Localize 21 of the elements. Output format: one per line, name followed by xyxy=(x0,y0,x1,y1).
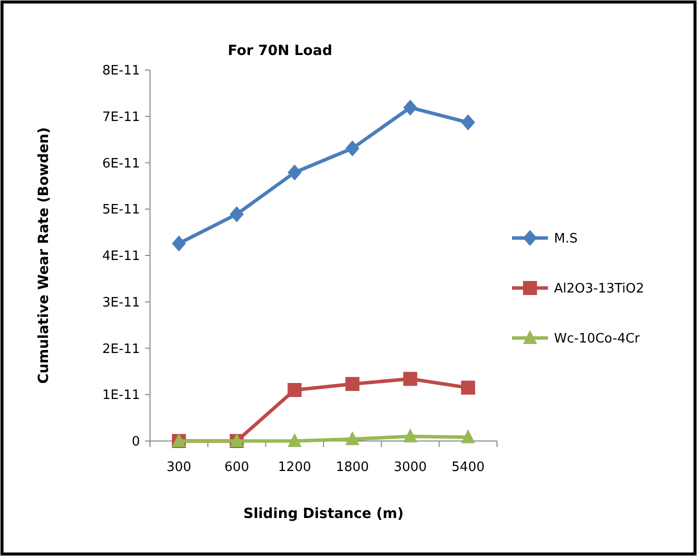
y-tick-label: 6E-11 xyxy=(102,156,140,172)
y-tick-label: 3E-11 xyxy=(102,295,140,310)
x-tick-label: 1800 xyxy=(336,460,369,475)
legend-label: Wc-10Co-4Cr xyxy=(554,332,641,347)
y-axis-title: Cumulative Wear Rate (Bowden) xyxy=(36,127,52,384)
x-tick-label: 300 xyxy=(166,460,192,475)
chart-title: For 70N Load xyxy=(228,43,332,59)
x-tick-label: 600 xyxy=(224,460,250,475)
y-tick-label: 7E-11 xyxy=(102,110,140,125)
legend-label: Al2O3-13TiO2 xyxy=(554,282,644,297)
y-tick-label: 2E-11 xyxy=(102,342,140,357)
y-tick-label: 0 xyxy=(132,434,140,450)
legend-label: M.S xyxy=(554,232,578,247)
y-tick-label: 8E-11 xyxy=(102,64,140,79)
x-tick-label: 3000 xyxy=(394,460,427,475)
y-tick-label: 1E-11 xyxy=(102,388,140,404)
x-axis-title: Sliding Distance (m) xyxy=(243,506,404,522)
y-tick-label: 4E-11 xyxy=(102,249,140,264)
y-tick-label: 5E-11 xyxy=(102,202,140,218)
x-tick-label: 1200 xyxy=(278,460,312,475)
x-tick-label: 5400 xyxy=(452,460,485,475)
